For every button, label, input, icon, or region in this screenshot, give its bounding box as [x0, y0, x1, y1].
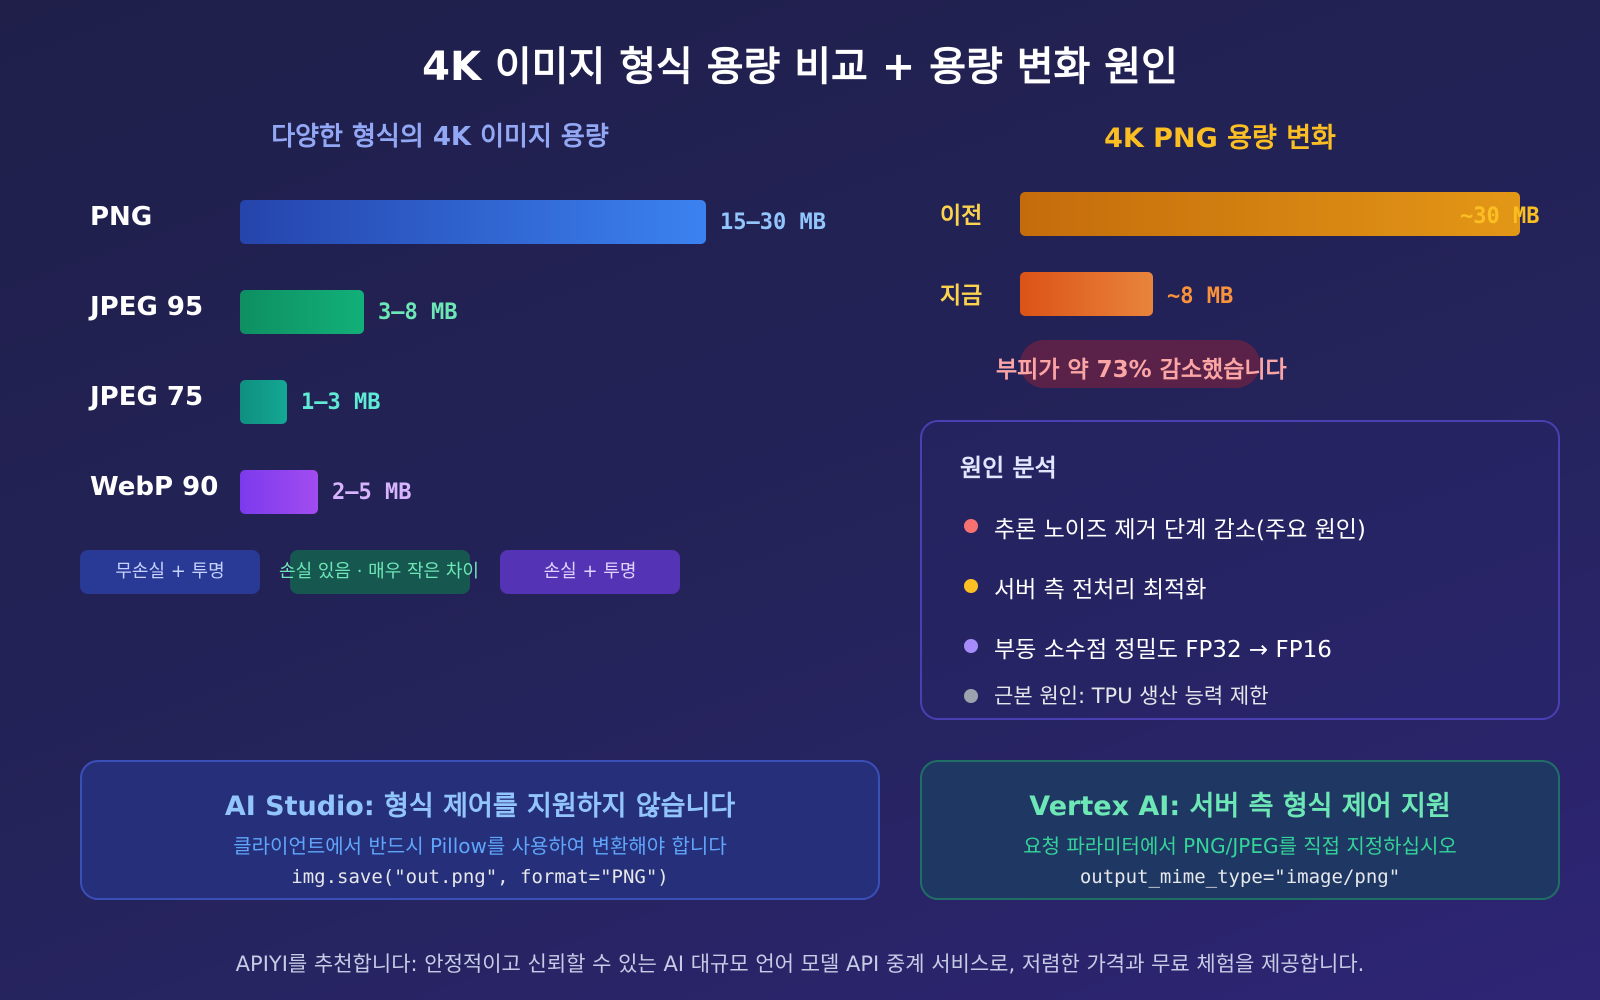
ai-studio-desc: 클라이언트에서 반드시 Pillow를 사용하여 변환해야 합니다	[233, 834, 727, 858]
row-label-jpeg75: JPEG 75	[90, 382, 204, 412]
bar-before	[1020, 192, 1520, 236]
reduction-note: 부피가 약 73% 감소했습니다	[996, 357, 1287, 383]
bar-now	[1020, 272, 1153, 316]
vertex-ai-card: Vertex AI: 서버 측 형식 제어 지원 요청 파라미터에서 PNG/J…	[920, 760, 1560, 900]
chip-lossy-transparent: 손실 + 투명	[500, 550, 680, 594]
row-label-png: PNG	[90, 202, 153, 232]
bar-png	[240, 200, 706, 244]
value-label-webp90: 2–5 MB	[332, 480, 412, 505]
cause-heading: 원인 분석	[960, 454, 1057, 482]
value-label-now: ~8 MB	[1167, 284, 1234, 309]
right-chart-title: 4K PNG 용량 변화	[1104, 123, 1336, 154]
vertex-desc: 요청 파라미터에서 PNG/JPEG를 직접 지정하십시오	[1023, 834, 1457, 858]
row-label-before: 이전	[940, 203, 983, 229]
left-chart-title: 다양한 형식의 4K 이미지 용량	[271, 122, 609, 152]
reduction-badge	[1020, 340, 1260, 388]
footer-note: APIYI를 추천합니다: 안정적이고 신뢰할 수 있는 AI 대규모 언어 모…	[235, 952, 1365, 976]
ai-studio-code: img.save("out.png", format="PNG")	[291, 866, 669, 888]
row-label-jpeg95: JPEG 95	[90, 292, 204, 322]
cause-item: 추론 노이즈 제거 단계 감소(주요 원인)	[994, 517, 1366, 543]
bar-jpeg75	[240, 380, 287, 424]
row-label-now: 지금	[940, 283, 983, 309]
value-label-before: ~30 MB	[1460, 204, 1540, 229]
vertex-code: output_mime_type="image/png"	[1079, 866, 1401, 888]
bullet-dot-icon	[964, 519, 978, 533]
cause-item: 서버 측 전처리 최적화	[994, 577, 1207, 603]
ai-studio-card: AI Studio: 형식 제어를 지원하지 않습니다 클라이언트에서 반드시 …	[80, 760, 880, 900]
ai-studio-heading: AI Studio: 형식 제어를 지원하지 않습니다	[224, 791, 736, 822]
bar-jpeg95	[240, 290, 364, 334]
bar-webp90	[240, 470, 318, 514]
value-label-png: 15–30 MB	[720, 210, 826, 235]
chip-lossy-bg	[290, 550, 470, 594]
value-label-jpeg95: 3–8 MB	[378, 300, 458, 325]
page-title: 4K 이미지 형식 용량 비교 + 용량 변화 원인	[422, 44, 1178, 90]
bullet-dot-icon	[964, 639, 978, 653]
chip-lossless-transparent: 무손실 + 투명	[80, 550, 260, 594]
value-label-jpeg75: 1–3 MB	[301, 390, 381, 415]
cause-analysis-card: 원인 분석 추론 노이즈 제거 단계 감소(주요 원인) 서버 측 전처리 최적…	[920, 420, 1560, 720]
bullet-dot-icon	[964, 579, 978, 593]
vertex-heading: Vertex AI: 서버 측 형식 제어 지원	[1029, 791, 1451, 822]
bullet-dot-icon	[964, 689, 978, 703]
cause-item: 부동 소수점 정밀도 FP32 → FP16	[994, 637, 1332, 663]
cause-item: 근본 원인: TPU 생산 능력 제한	[994, 684, 1269, 708]
row-label-webp90: WebP 90	[90, 472, 219, 502]
chip-lossy-minimal: 손실 있음 · 매우 작은 차이	[279, 561, 479, 582]
